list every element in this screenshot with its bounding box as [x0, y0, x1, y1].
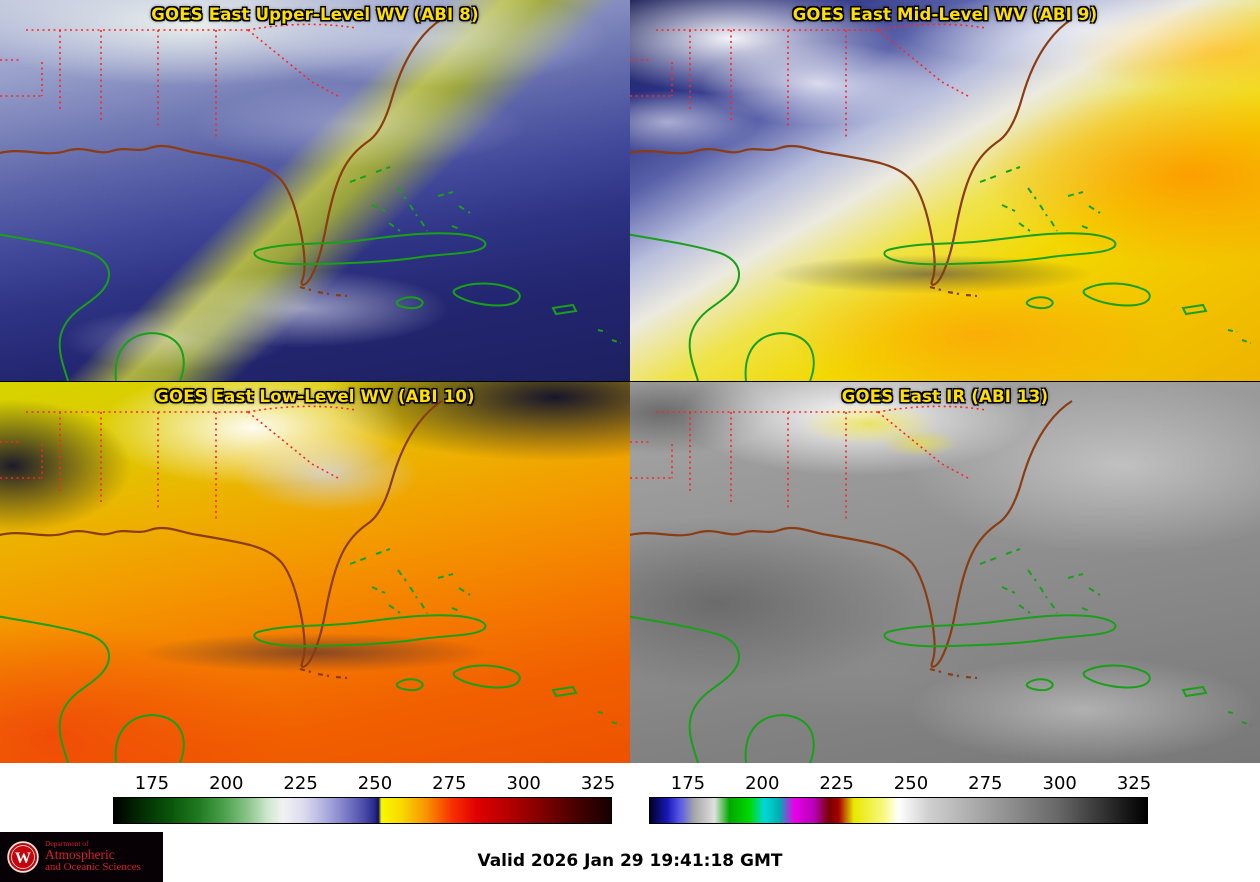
tick-label: 275	[968, 773, 1003, 794]
basemap-overlay	[630, 399, 1253, 763]
tick-label: 175	[134, 773, 170, 794]
panel-upper-level-wv: GOES East Upper-Level WV (ABI 8)	[0, 0, 630, 381]
uw-crest-icon: W	[7, 841, 39, 873]
tick-label: 250	[893, 773, 929, 794]
valid-time: Valid 2026 Jan 29 19:41:18 GMT	[477, 851, 783, 871]
basemap-overlay	[630, 17, 1253, 381]
basemap-overlay	[0, 17, 623, 381]
tick-label: 300	[1042, 773, 1077, 794]
uw-monogram: W	[15, 850, 31, 867]
ir-colorbar-group: 175 200 225 250 275 300 325	[649, 773, 1152, 824]
ir-colorbar	[649, 797, 1148, 824]
footer: 175 200 225 250 275 300 325 175 200 225 …	[0, 763, 1260, 882]
panel-ir: GOES East IR (ABI 13)	[630, 382, 1260, 763]
tick-label: 225	[819, 773, 854, 794]
panel-title-mid-wv: GOES East Mid-Level WV (ABI 9)	[792, 5, 1098, 24]
uw-aos-logo: W Department of Atmospheric and Oceanic …	[0, 832, 163, 882]
panel-title-low-wv: GOES East Low-Level WV (ABI 10)	[155, 387, 475, 406]
panel-mid-level-wv: GOES East Mid-Level WV (ABI 9)	[630, 0, 1260, 381]
panel-title-ir: GOES East IR (ABI 13)	[841, 387, 1049, 406]
tick-label: 325	[580, 773, 616, 794]
tick-label: 275	[432, 773, 467, 794]
tick-label: 175	[670, 773, 706, 794]
tick-label: 300	[506, 773, 541, 794]
tick-label: 225	[283, 773, 318, 794]
satellite-quad-panel: GOES East Upper-Level WV (ABI 8) GOES Ea…	[0, 0, 1260, 763]
department-line-3: and Oceanic Sciences	[45, 861, 141, 874]
wv-colorbar-group: 175 200 225 250 275 300 325	[113, 773, 616, 824]
tick-label: 200	[745, 773, 780, 794]
tick-label: 250	[357, 773, 393, 794]
basemap-overlay	[0, 399, 623, 763]
department-line-2: Atmospheric	[45, 846, 115, 862]
tick-label: 325	[1116, 773, 1152, 794]
department-line-1: Department of	[45, 838, 89, 848]
wv-colorbar	[113, 797, 612, 824]
wv-colorbar-ticks: 175 200 225 250 275 300 325	[113, 773, 616, 797]
panel-title-upper-wv: GOES East Upper-Level WV (ABI 8)	[151, 5, 479, 24]
ir-colorbar-ticks: 175 200 225 250 275 300 325	[649, 773, 1152, 797]
department-name: Department of Atmospheric and Oceanic Sc…	[45, 838, 141, 875]
panel-low-level-wv: GOES East Low-Level WV (ABI 10)	[0, 382, 630, 763]
tick-label: 200	[209, 773, 244, 794]
